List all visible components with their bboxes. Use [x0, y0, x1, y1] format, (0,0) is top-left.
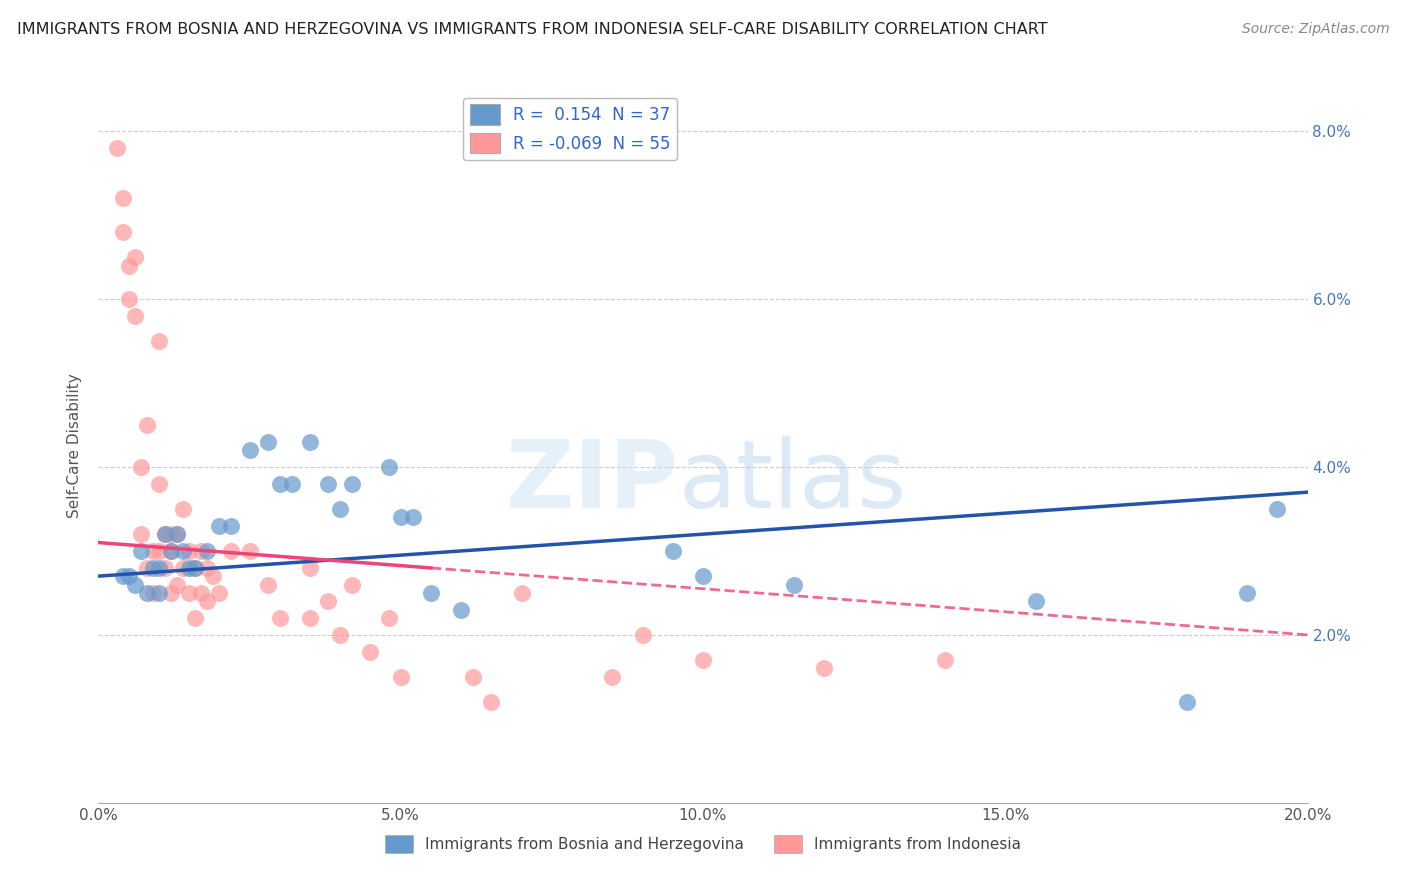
Point — [179, 560, 201, 574]
Point — [221, 518, 243, 533]
Point — [195, 594, 218, 608]
Point — [661, 544, 683, 558]
Point — [934, 653, 956, 667]
Point — [1024, 594, 1046, 608]
Point — [221, 544, 243, 558]
Point — [813, 661, 835, 675]
Point — [153, 527, 176, 541]
Point — [692, 569, 714, 583]
Legend: Immigrants from Bosnia and Herzegovina, Immigrants from Indonesia: Immigrants from Bosnia and Herzegovina, … — [380, 829, 1026, 859]
Text: ZIP: ZIP — [506, 435, 679, 528]
Point — [184, 560, 207, 574]
Point — [1236, 586, 1258, 600]
Point — [389, 670, 412, 684]
Point — [124, 250, 146, 264]
Point — [118, 259, 141, 273]
Point — [202, 569, 225, 583]
Point — [148, 560, 170, 574]
Point — [118, 569, 141, 583]
Point — [281, 476, 304, 491]
Point — [153, 560, 176, 574]
Point — [148, 476, 170, 491]
Point — [148, 334, 170, 348]
Point — [142, 544, 165, 558]
Point — [402, 510, 425, 524]
Point — [256, 577, 278, 591]
Point — [129, 544, 152, 558]
Point — [377, 460, 399, 475]
Point — [190, 586, 212, 600]
Point — [269, 611, 291, 625]
Point — [184, 560, 207, 574]
Point — [195, 544, 218, 558]
Y-axis label: Self-Care Disability: Self-Care Disability — [67, 374, 83, 518]
Point — [783, 577, 806, 591]
Point — [135, 586, 157, 600]
Point — [118, 292, 141, 306]
Point — [208, 518, 231, 533]
Point — [142, 586, 165, 600]
Point — [124, 577, 146, 591]
Point — [329, 628, 352, 642]
Point — [269, 476, 291, 491]
Point — [160, 527, 183, 541]
Point — [195, 560, 218, 574]
Point — [299, 611, 322, 625]
Point — [172, 544, 194, 558]
Point — [299, 434, 322, 449]
Point — [111, 225, 134, 239]
Point — [160, 586, 183, 600]
Point — [184, 611, 207, 625]
Point — [135, 417, 157, 432]
Point — [179, 544, 201, 558]
Point — [239, 443, 262, 458]
Point — [148, 544, 170, 558]
Point — [389, 510, 412, 524]
Point — [510, 586, 533, 600]
Point — [129, 460, 152, 475]
Text: IMMIGRANTS FROM BOSNIA AND HERZEGOVINA VS IMMIGRANTS FROM INDONESIA SELF-CARE DI: IMMIGRANTS FROM BOSNIA AND HERZEGOVINA V… — [17, 22, 1047, 37]
Point — [111, 191, 134, 205]
Point — [208, 586, 231, 600]
Point — [166, 527, 188, 541]
Point — [316, 594, 339, 608]
Point — [329, 502, 352, 516]
Point — [450, 603, 472, 617]
Point — [631, 628, 654, 642]
Point — [166, 577, 188, 591]
Point — [172, 502, 194, 516]
Point — [172, 560, 194, 574]
Point — [179, 586, 201, 600]
Point — [420, 586, 443, 600]
Point — [360, 645, 382, 659]
Point — [377, 611, 399, 625]
Point — [342, 476, 364, 491]
Point — [111, 569, 134, 583]
Point — [1267, 502, 1289, 516]
Point — [124, 309, 146, 323]
Point — [142, 560, 165, 574]
Text: Source: ZipAtlas.com: Source: ZipAtlas.com — [1241, 22, 1389, 37]
Point — [166, 527, 188, 541]
Point — [256, 434, 278, 449]
Point — [692, 653, 714, 667]
Point — [153, 527, 176, 541]
Point — [602, 670, 624, 684]
Point — [160, 544, 183, 558]
Point — [463, 670, 485, 684]
Point — [316, 476, 339, 491]
Point — [239, 544, 262, 558]
Point — [148, 586, 170, 600]
Point — [105, 141, 128, 155]
Point — [135, 560, 157, 574]
Point — [160, 544, 183, 558]
Text: atlas: atlas — [679, 435, 907, 528]
Point — [129, 527, 152, 541]
Point — [1175, 695, 1198, 709]
Point — [342, 577, 364, 591]
Point — [299, 560, 322, 574]
Point — [481, 695, 503, 709]
Point — [190, 544, 212, 558]
